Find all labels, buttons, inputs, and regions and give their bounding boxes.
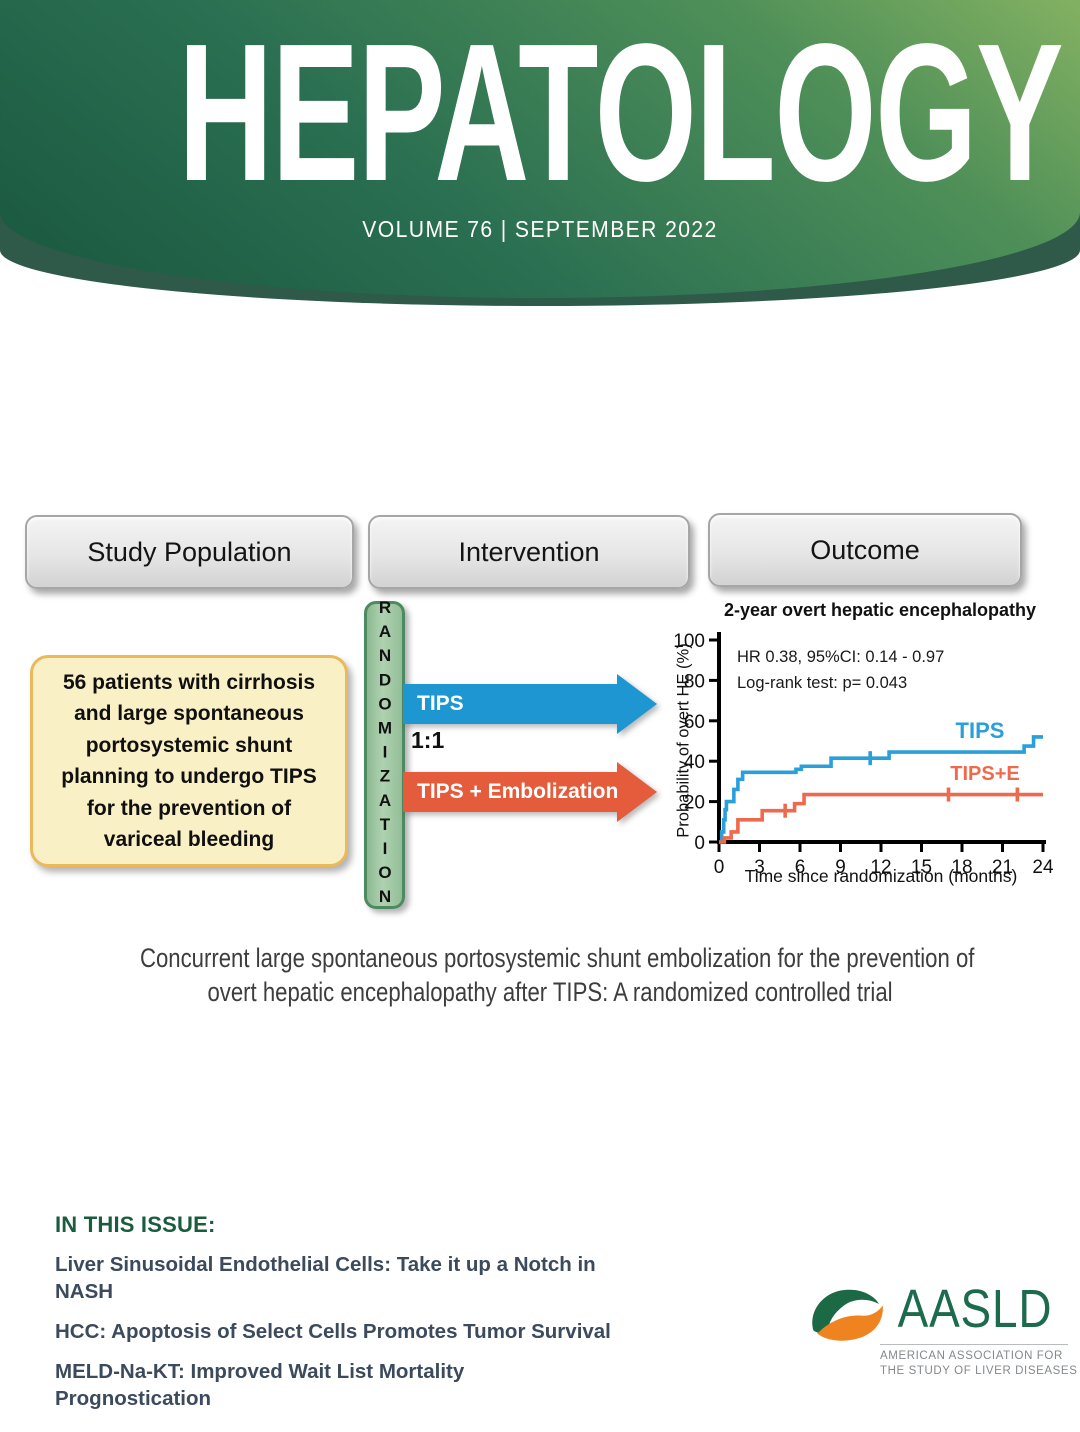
chart-statistics-annotation: HR 0.38, 95%CI: 0.14 - 0.97 Log-rank tes… xyxy=(737,645,944,696)
arrow-shape-blue xyxy=(403,674,657,734)
chart-title: 2-year overt hepatic encephalopathy xyxy=(723,600,1037,620)
aasld-tagline-line-2: THE STUDY OF LIVER DISEASES xyxy=(880,1365,1078,1377)
svg-text:15: 15 xyxy=(911,857,932,878)
tips-arrow-polygon xyxy=(403,674,657,734)
svg-text:6: 6 xyxy=(795,857,806,878)
in-this-issue-heading: IN THIS ISSUE: xyxy=(55,1212,216,1237)
svg-text:9: 9 xyxy=(835,857,846,878)
column-header-label: Study Population xyxy=(87,536,292,567)
svg-text:60: 60 xyxy=(684,712,705,733)
journal-title: HEPATOLOGY xyxy=(178,3,1063,222)
aasld-icon-orange-swoosh xyxy=(817,1305,883,1341)
aasld-tagline: AMERICAN ASSOCIATION FOR THE STUDY OF LI… xyxy=(880,1349,1078,1379)
issue-item-3: MELD-Na-KT: Improved Wait List Mortality… xyxy=(55,1360,465,1411)
aasld-wordmark: AASLD xyxy=(897,1279,1053,1339)
aasld-tagline-line-1: AMERICAN ASSOCIATION FOR xyxy=(880,1350,1063,1362)
kaplan-meier-chart: 0 3 6 9 12 15 18 21 24 0 20 40 60 80 100 xyxy=(673,631,1054,878)
svg-text:3: 3 xyxy=(754,857,765,878)
randomization-pill: RANDOMIZATION xyxy=(364,598,405,912)
column-header-outcome: Outcome xyxy=(708,513,1022,587)
column-header-study-population: Study Population xyxy=(25,515,354,589)
article-title-line-2: overt hepatic encephalopathy after TIPS:… xyxy=(207,977,893,1007)
in-this-issue-section: IN THIS ISSUE: Liver Sinusoidal Endothel… xyxy=(55,1212,615,1412)
randomization-ratio: 1:1 xyxy=(411,727,445,753)
issue-volume-date: VOLUME 76 | SEPTEMBER 2022 xyxy=(362,216,718,242)
svg-text:12: 12 xyxy=(870,857,891,878)
svg-text:18: 18 xyxy=(951,857,972,878)
article-title: Concurrent large spontaneous portosystem… xyxy=(50,941,1050,1009)
arrow-shape-orange xyxy=(403,762,657,822)
article-title-line-1: Concurrent large spontaneous portosystem… xyxy=(140,943,975,973)
tips-embolization-arm-arrow: TIPS + Embolization xyxy=(403,762,657,822)
issue-item-2: HCC: Apoptosis of Select Cells Promotes … xyxy=(55,1320,611,1344)
issue-item-1: Liver Sinusoidal Endothelial Cells: Take… xyxy=(55,1253,596,1304)
svg-text:0: 0 xyxy=(694,833,705,854)
tips-embolization-arrow-polygon xyxy=(403,762,657,822)
svg-text:100: 100 xyxy=(673,631,705,652)
svg-text:40: 40 xyxy=(684,752,705,773)
column-header-label: Outcome xyxy=(810,534,920,565)
aasld-divider-line xyxy=(880,1344,1068,1345)
chart-y-axis-label: Probability of overt HE (%) xyxy=(674,643,693,838)
aasld-icon-green-swoosh xyxy=(812,1289,879,1334)
masthead-background: HEPATOLOGY VOLUME 76 | SEPTEMBER 2022 xyxy=(0,0,1080,298)
masthead: HEPATOLOGY VOLUME 76 | SEPTEMBER 2022 xyxy=(0,0,1080,320)
svg-text:0: 0 xyxy=(714,857,725,878)
series-label-tips: TIPS xyxy=(955,718,1005,743)
hazard-ratio-text: HR 0.38, 95%CI: 0.14 - 0.97 xyxy=(737,648,945,666)
study-population-box: 56 patients with cirrhosis and large spo… xyxy=(30,655,348,867)
svg-text:21: 21 xyxy=(992,857,1013,878)
svg-text:80: 80 xyxy=(684,671,705,692)
column-header-intervention: Intervention xyxy=(368,515,690,589)
study-population-text: 56 patients with cirrhosis and large spo… xyxy=(61,670,317,852)
column-header-label: Intervention xyxy=(458,536,600,567)
series-label-tips-e: TIPS+E xyxy=(950,763,1020,785)
logrank-text: Log-rank test: p= 0.043 xyxy=(737,673,908,692)
tips-arm-arrow: TIPS xyxy=(403,674,657,734)
svg-text:24: 24 xyxy=(1032,857,1054,878)
svg-text:20: 20 xyxy=(684,793,705,814)
randomization-label: RANDOMIZATION xyxy=(375,598,395,912)
aasld-liver-icon xyxy=(812,1289,883,1341)
chart-x-axis-label: Time since randomization (months) xyxy=(744,866,1018,886)
tips-arm-label: TIPS xyxy=(417,692,464,715)
tips-embolization-arm-label: TIPS + Embolization xyxy=(417,780,619,803)
